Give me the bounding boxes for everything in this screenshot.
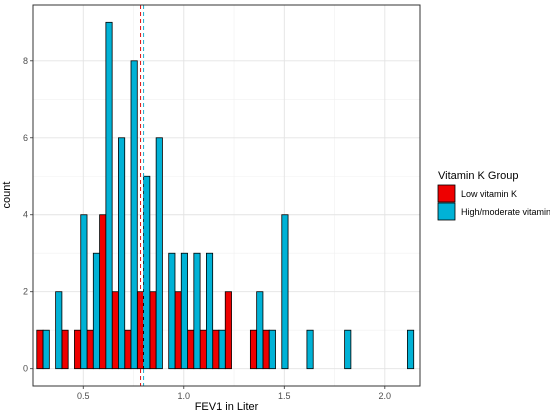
bar-high-moderate	[268, 329, 276, 370]
legend-swatch-high-moderate-vitamin-k	[437, 202, 456, 221]
bar-high-moderate	[118, 137, 126, 370]
legend: Vitamin K Group Low vitamin K High/moder…	[437, 170, 550, 221]
x-axis-title: FEV1 in Liter	[195, 401, 259, 413]
bar-low	[187, 329, 195, 370]
y-tick-label: 2	[23, 287, 28, 297]
bar-low	[262, 329, 270, 370]
bar-low	[36, 329, 44, 370]
bar-high-moderate	[193, 252, 201, 370]
bar-low	[249, 329, 258, 370]
legend-title: Vitamin K Group	[438, 170, 519, 182]
bar-low	[74, 329, 82, 370]
y-tick-label: 4	[23, 210, 28, 220]
bar-high-moderate	[344, 329, 352, 370]
bar-low	[86, 329, 94, 370]
bar-low	[224, 291, 232, 370]
bar-low	[212, 329, 220, 370]
legend-label-high-moderate-vitamin-k: High/moderate vitamin K	[461, 207, 550, 217]
bar-high-moderate	[105, 21, 113, 370]
bar-high-moderate	[42, 329, 50, 370]
bar-low	[124, 329, 132, 370]
bar-high-moderate	[205, 252, 214, 370]
bar-high-moderate	[143, 175, 151, 370]
bar-low	[61, 329, 69, 370]
bar-high-moderate	[155, 137, 163, 370]
axis-ticks: 0.5 1.0 1.5 2.0 0 2 4 6 8	[23, 56, 391, 401]
bar-high-moderate	[55, 291, 63, 370]
bar-high-moderate	[407, 329, 415, 370]
bar-low	[149, 291, 157, 370]
bar-high-moderate	[281, 214, 289, 370]
bar-high-moderate	[218, 329, 226, 370]
bar-high-moderate	[130, 60, 138, 370]
x-tick-label: 0.5	[77, 391, 90, 401]
y-tick-label: 0	[23, 364, 28, 374]
bar-high-moderate	[256, 291, 264, 370]
bar-high-moderate	[306, 329, 314, 370]
bar-low	[174, 291, 182, 370]
reference-lines	[140, 5, 145, 386]
bar-high-moderate	[180, 252, 188, 370]
bar-high-moderate	[92, 252, 100, 370]
bar-high-moderate	[80, 214, 88, 370]
bars	[36, 21, 415, 370]
y-axis-title: count	[1, 182, 13, 209]
x-tick-label: 1.0	[178, 391, 191, 401]
bar-low	[111, 291, 119, 370]
bar-low	[199, 329, 207, 370]
y-tick-label: 8	[23, 56, 28, 66]
legend-swatch-low-vitamin-k	[437, 184, 456, 203]
panel-border	[32, 4, 421, 387]
legend-label-low-vitamin-k: Low vitamin K	[461, 189, 517, 199]
y-tick-label: 6	[23, 133, 28, 143]
bar-low	[99, 214, 107, 370]
x-tick-label: 2.0	[379, 391, 392, 401]
x-tick-label: 1.5	[278, 391, 291, 401]
bar-high-moderate	[168, 252, 176, 370]
